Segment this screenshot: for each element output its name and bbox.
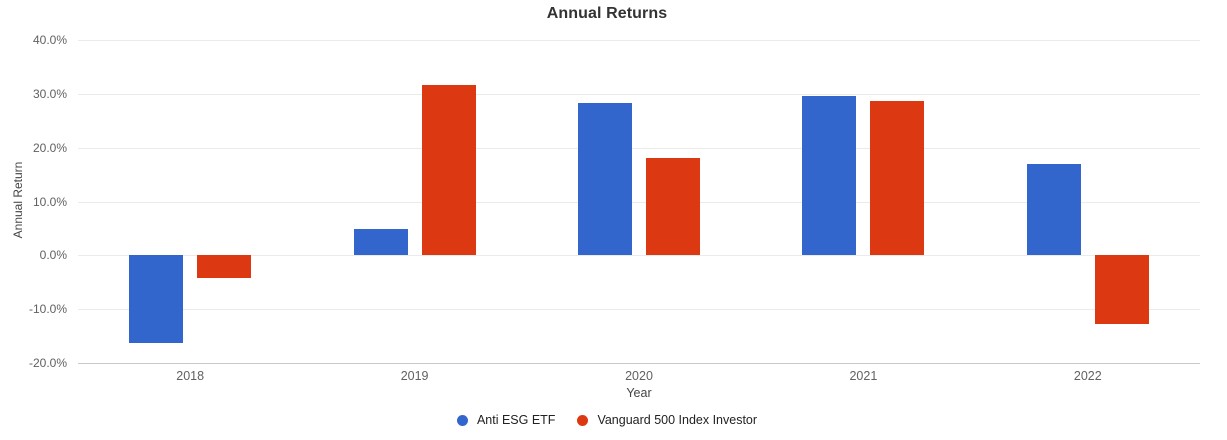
plot-area — [78, 40, 1200, 364]
y-tick-label-20: 20.0% — [32, 140, 67, 155]
bar-anti-esg-etf-2019[interactable] — [353, 228, 408, 256]
gridline-30 — [78, 93, 1200, 95]
bar-vanguard-500-index-investor-2018[interactable] — [197, 255, 252, 278]
bar-vanguard-500-index-investor-2019[interactable] — [421, 85, 476, 256]
x-tick-label-2019: 2019 — [400, 369, 429, 383]
legend-item-vanguard-500-index-investor[interactable]: Vanguard 500 Index Investor — [577, 413, 757, 427]
y-tick-label-10: 10.0% — [32, 194, 67, 209]
gridline-0 — [78, 255, 1200, 257]
legend-item-anti-esg-etf[interactable]: Anti ESG ETF — [456, 413, 556, 427]
gridline--10 — [78, 309, 1200, 311]
x-axis-title: Year — [626, 386, 652, 400]
bar-anti-esg-etf-2021[interactable] — [802, 95, 857, 256]
x-tick-label-2021: 2021 — [849, 369, 878, 383]
legend-label: Anti ESG ETF — [476, 413, 556, 427]
gridline-40 — [78, 40, 1200, 41]
legend-marker-icon — [456, 414, 468, 426]
y-tick-label--10: -10.0% — [28, 302, 67, 317]
bar-vanguard-500-index-investor-2022[interactable] — [1094, 255, 1149, 325]
x-tick-label-2022: 2022 — [1073, 369, 1102, 383]
chart-legend: Anti ESG ETF Vanguard 500 Index Investor — [0, 413, 1214, 427]
bar-anti-esg-etf-2022[interactable] — [1026, 163, 1081, 256]
x-axis-tick-labels: 2018 2019 2020 2021 2022 — [78, 369, 1200, 385]
legend-label: Vanguard 500 Index Investor — [597, 413, 758, 427]
y-tick-label-0: 0.0% — [39, 248, 67, 263]
y-tick-label-40: 40.0% — [32, 33, 67, 47]
legend-marker-icon — [577, 414, 589, 426]
y-tick-label--20: -20.0% — [28, 356, 67, 370]
chart-title: Annual Returns — [546, 5, 668, 22]
bar-vanguard-500-index-investor-2021[interactable] — [870, 100, 925, 256]
x-tick-label-2020: 2020 — [625, 369, 653, 383]
bar-anti-esg-etf-2018[interactable] — [129, 255, 184, 344]
bar-vanguard-500-index-investor-2020[interactable] — [646, 157, 700, 256]
gridline--20 — [78, 363, 1200, 364]
y-axis-tick-labels: 40.0% 30.0% 20.0% 10.0% 0.0% -10.0% -20.0% — [0, 33, 67, 370]
x-tick-label-2018: 2018 — [176, 369, 205, 383]
gridline-20 — [78, 147, 1200, 149]
bar-anti-esg-etf-2020[interactable] — [578, 102, 632, 256]
y-tick-label-30: 30.0% — [32, 86, 67, 101]
gridline-10 — [78, 201, 1200, 203]
